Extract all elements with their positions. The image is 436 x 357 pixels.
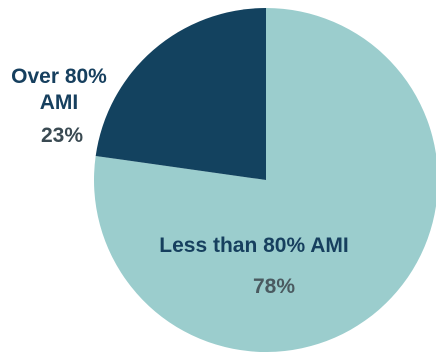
- slice-label-over-80-line2: AMI: [40, 91, 79, 114]
- pie-slices: [94, 8, 436, 352]
- pie-slice-less-than-80-ami: [94, 8, 436, 352]
- slice-label-over-80-line1: Over 80%: [11, 65, 107, 88]
- slice-label-less-than-80-ami: Less than 80% AMI: [159, 234, 348, 257]
- slice-value-label-78: 78%: [253, 275, 295, 298]
- slice-value-label-23: 23%: [41, 124, 83, 147]
- pie-slice-over-80-ami: [95, 8, 266, 180]
